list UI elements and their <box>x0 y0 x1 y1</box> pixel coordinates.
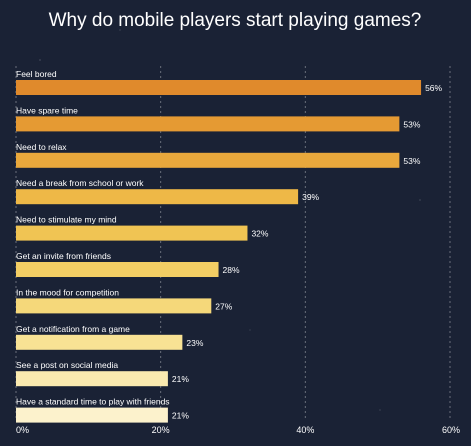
category-label: Need to stimulate my mind <box>16 215 117 225</box>
value-label: 56% <box>425 83 442 93</box>
bar <box>16 371 168 387</box>
category-label: Get an invite from friends <box>16 251 111 261</box>
bar <box>16 298 212 314</box>
x-axis: 0% 20% 40% 60% <box>16 425 460 435</box>
value-label: 53% <box>403 156 420 166</box>
x-tick-label: 40% <box>296 425 314 435</box>
x-tick-label: 0% <box>16 425 29 435</box>
category-label: Need a break from school or work <box>16 178 144 188</box>
grid <box>15 66 451 418</box>
value-label: 21% <box>172 411 189 421</box>
bar <box>16 116 400 132</box>
bar <box>16 225 248 241</box>
chart-title: Why do mobile players start playing game… <box>49 10 422 31</box>
x-tick-label: 20% <box>152 425 170 435</box>
category-label: See a post on social media <box>16 360 118 370</box>
bar <box>16 334 183 350</box>
bar <box>16 80 422 95</box>
bars: Feel bored 56% Have spare time 53% Need to r… <box>16 69 443 423</box>
value-label: 23% <box>186 338 203 348</box>
category-label: Get a notification from a game <box>16 324 130 334</box>
bar <box>16 152 400 168</box>
category-label: Feel bored <box>16 69 57 79</box>
value-label: 27% <box>215 301 232 311</box>
category-label: Have spare time <box>16 105 78 115</box>
value-label: 28% <box>223 265 240 275</box>
category-label: Need to relax <box>16 142 67 152</box>
bar <box>16 189 299 205</box>
bar <box>16 407 168 423</box>
value-label: 32% <box>251 229 268 239</box>
bar <box>16 262 219 277</box>
value-label: 53% <box>403 119 420 129</box>
category-label: Have a standard time to play with friend… <box>16 397 170 407</box>
category-label: In the mood for competition <box>16 287 119 297</box>
value-label: 21% <box>172 374 189 384</box>
x-tick-label: 60% <box>442 425 460 435</box>
value-label: 39% <box>302 192 319 202</box>
